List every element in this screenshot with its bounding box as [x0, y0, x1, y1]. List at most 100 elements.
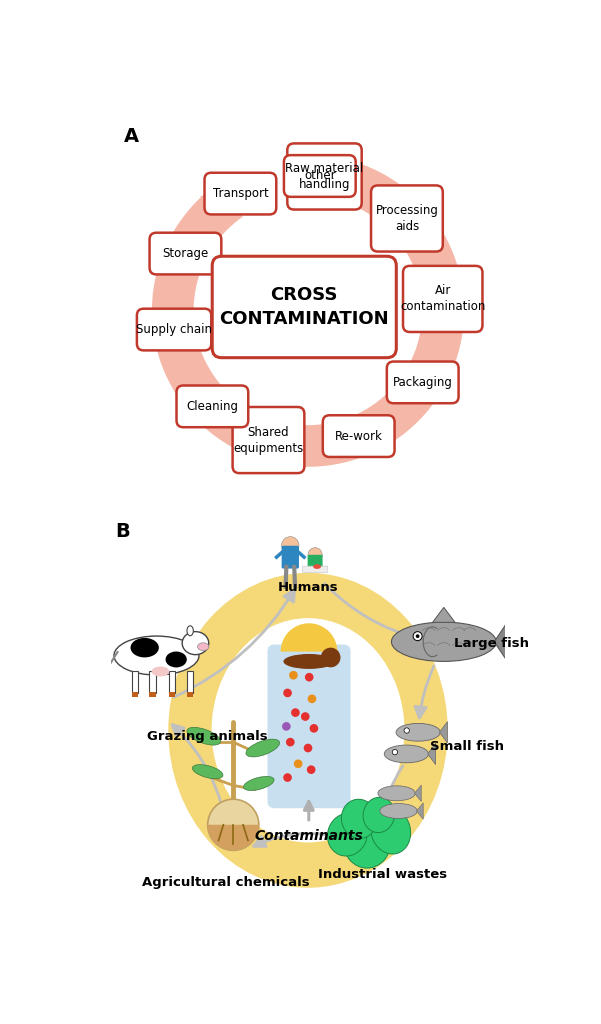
Ellipse shape	[114, 636, 199, 675]
Ellipse shape	[187, 626, 194, 636]
Circle shape	[307, 765, 316, 774]
Polygon shape	[433, 607, 455, 623]
Text: other: other	[304, 170, 335, 182]
Text: Industrial wastes: Industrial wastes	[318, 868, 447, 881]
Bar	[169, 691, 175, 696]
Wedge shape	[208, 824, 259, 850]
FancyBboxPatch shape	[371, 185, 443, 252]
Circle shape	[310, 724, 319, 733]
Ellipse shape	[384, 745, 429, 763]
Circle shape	[413, 632, 422, 641]
FancyBboxPatch shape	[308, 555, 323, 569]
Text: Air
contamination: Air contamination	[400, 285, 486, 313]
Text: Agricultural chemicals: Agricultural chemicals	[142, 876, 309, 889]
Polygon shape	[415, 785, 421, 802]
FancyBboxPatch shape	[177, 385, 248, 427]
Circle shape	[392, 750, 397, 755]
Ellipse shape	[378, 785, 415, 801]
Wedge shape	[281, 624, 337, 651]
Ellipse shape	[198, 643, 209, 650]
Circle shape	[321, 647, 341, 668]
Ellipse shape	[192, 765, 223, 778]
Polygon shape	[416, 803, 423, 819]
Circle shape	[282, 537, 299, 554]
FancyBboxPatch shape	[284, 156, 356, 197]
Circle shape	[301, 713, 310, 721]
FancyBboxPatch shape	[267, 644, 350, 808]
Circle shape	[294, 760, 302, 768]
FancyBboxPatch shape	[150, 232, 221, 274]
Bar	[150, 691, 156, 696]
Text: Transport: Transport	[213, 187, 268, 200]
FancyBboxPatch shape	[204, 173, 276, 214]
Ellipse shape	[182, 632, 209, 654]
Bar	[132, 671, 138, 692]
FancyBboxPatch shape	[282, 546, 299, 568]
Text: Shared
equipments: Shared equipments	[233, 426, 304, 455]
Text: Small fish: Small fish	[430, 739, 504, 753]
Text: Packaging: Packaging	[393, 376, 453, 389]
Circle shape	[308, 694, 316, 703]
Polygon shape	[428, 743, 436, 765]
Bar	[169, 671, 175, 692]
Polygon shape	[494, 613, 513, 670]
Circle shape	[286, 738, 294, 746]
Text: Storage: Storage	[162, 247, 209, 260]
FancyBboxPatch shape	[233, 407, 304, 473]
Bar	[187, 671, 193, 692]
Ellipse shape	[212, 618, 404, 843]
Circle shape	[308, 548, 322, 562]
Ellipse shape	[313, 564, 321, 569]
Circle shape	[208, 799, 259, 850]
Text: CROSS
CONTAMINATION: CROSS CONTAMINATION	[219, 286, 389, 328]
Ellipse shape	[328, 813, 367, 856]
Ellipse shape	[151, 667, 169, 677]
FancyBboxPatch shape	[387, 361, 459, 403]
Ellipse shape	[341, 800, 377, 839]
Circle shape	[416, 634, 419, 638]
Ellipse shape	[343, 817, 391, 868]
Ellipse shape	[396, 723, 441, 741]
Ellipse shape	[391, 623, 496, 662]
FancyBboxPatch shape	[403, 266, 483, 332]
Circle shape	[283, 773, 292, 782]
Circle shape	[291, 709, 300, 717]
Polygon shape	[200, 196, 236, 229]
Text: Cleaning: Cleaning	[186, 399, 239, 413]
Bar	[150, 671, 156, 692]
Text: Raw material
handling: Raw material handling	[285, 162, 364, 191]
Ellipse shape	[363, 798, 395, 833]
Text: Processing
aids: Processing aids	[376, 204, 438, 233]
Bar	[132, 691, 138, 696]
FancyBboxPatch shape	[302, 566, 328, 572]
Circle shape	[282, 722, 291, 731]
Text: B: B	[115, 521, 130, 541]
Text: Supply chain: Supply chain	[136, 323, 212, 336]
Circle shape	[283, 688, 292, 697]
Circle shape	[304, 743, 313, 753]
Ellipse shape	[130, 638, 159, 657]
Text: A: A	[124, 127, 139, 145]
Ellipse shape	[165, 651, 187, 668]
FancyBboxPatch shape	[212, 256, 396, 357]
Text: Contaminants: Contaminants	[254, 828, 363, 843]
Text: Grazing animals: Grazing animals	[147, 730, 267, 743]
Ellipse shape	[371, 807, 410, 854]
Circle shape	[404, 728, 409, 733]
Text: Re-work: Re-work	[335, 430, 383, 442]
Circle shape	[305, 673, 314, 682]
Bar	[187, 691, 193, 696]
Text: Humans: Humans	[278, 581, 338, 594]
Ellipse shape	[187, 727, 221, 745]
Ellipse shape	[168, 572, 448, 888]
Ellipse shape	[284, 654, 335, 669]
Polygon shape	[439, 722, 447, 743]
Ellipse shape	[246, 739, 279, 757]
Ellipse shape	[243, 776, 274, 791]
Ellipse shape	[380, 804, 417, 818]
FancyBboxPatch shape	[287, 143, 362, 210]
FancyBboxPatch shape	[137, 308, 212, 350]
Circle shape	[289, 671, 297, 680]
FancyBboxPatch shape	[323, 416, 394, 457]
Text: Large fish: Large fish	[454, 637, 529, 650]
